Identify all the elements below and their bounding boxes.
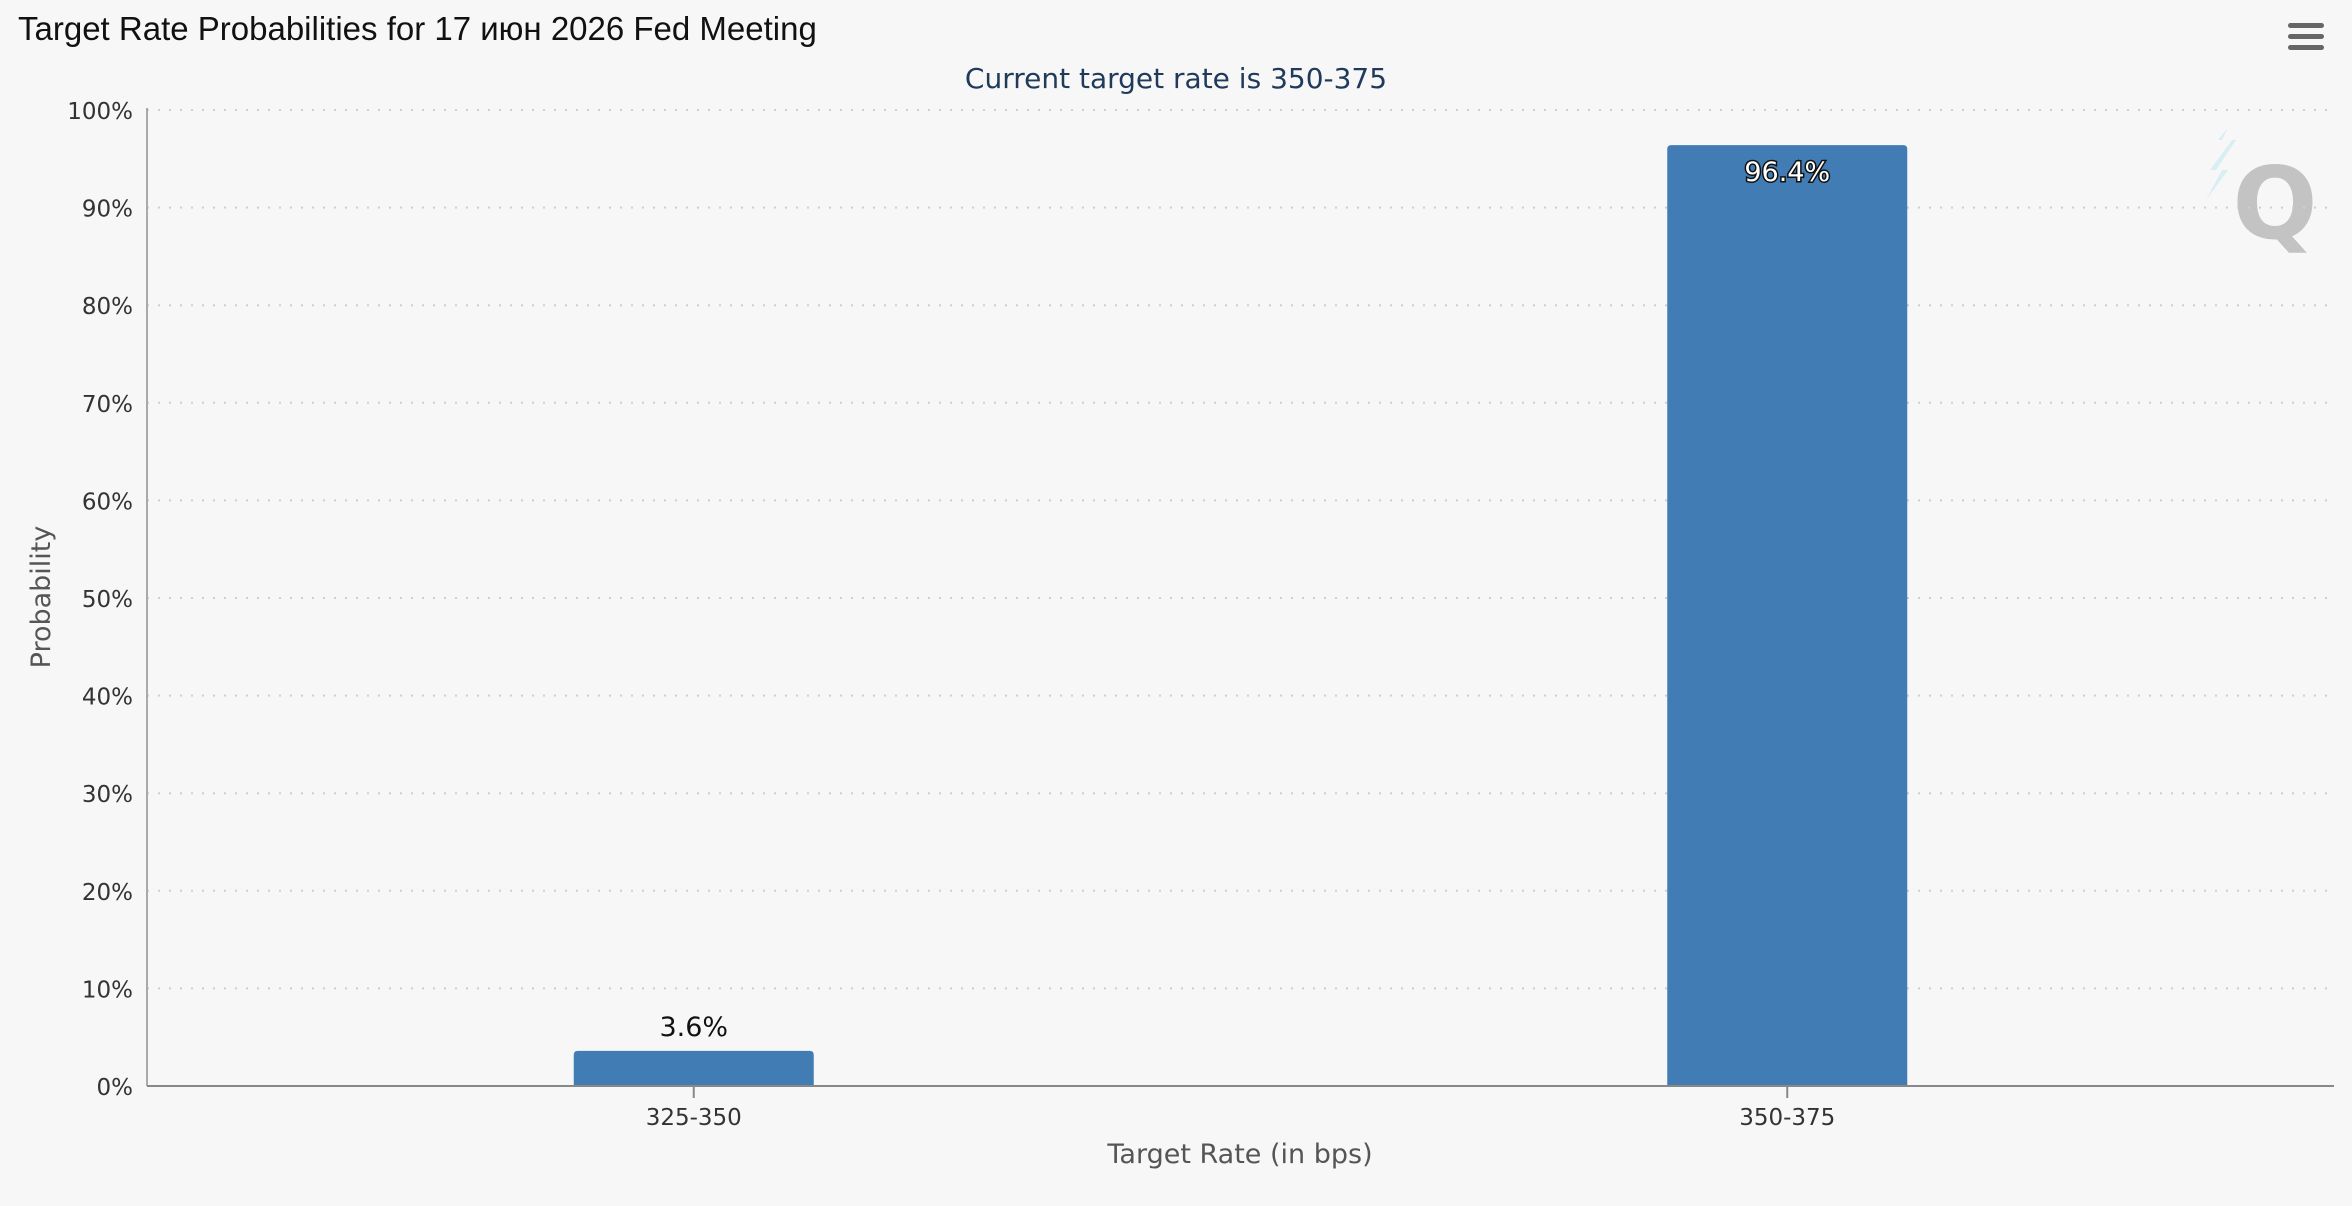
x-axis-title: Target Rate (in bps) [1106, 1139, 1372, 1170]
y-tick-label: 50% [82, 587, 133, 613]
x-tick-label: 350-375 [1739, 1105, 1835, 1131]
q-logo-icon [2206, 128, 2236, 200]
bar[interactable] [1667, 145, 1908, 1087]
hamburger-menu-icon [2288, 23, 2324, 50]
y-tick-label: 10% [82, 977, 133, 1003]
y-tick-label: 100% [67, 99, 133, 125]
chart-subtitle: Current target rate is 350-375 [965, 62, 1387, 95]
y-tick-label: 90% [82, 197, 133, 223]
y-tick-label: 80% [82, 294, 133, 320]
bar-data-label: 3.6% [659, 1012, 728, 1043]
bars: 3.6% 96.4% [573, 145, 1908, 1087]
y-tick-label: 0% [97, 1075, 134, 1101]
y-tick-label: 60% [82, 489, 133, 515]
bar[interactable] [573, 1050, 814, 1086]
y-tick-label: 30% [82, 782, 133, 808]
x-axis-ticks: 325-350 350-375 [646, 1086, 1835, 1131]
y-tick-label: 40% [82, 685, 133, 711]
hamburger-menu-button[interactable] [2280, 16, 2332, 60]
x-tick-label: 325-350 [646, 1105, 742, 1131]
bar-data-label: 96.4% [1744, 157, 1830, 188]
q-logo-letter: Q [2232, 145, 2317, 262]
y-tick-label: 20% [82, 880, 133, 906]
watermark-logo: Q [2206, 128, 2318, 262]
y-tick-label: 70% [82, 392, 133, 418]
y-axis-title: Probability [26, 526, 57, 669]
grid-lines [147, 109, 2334, 990]
y-axis-ticks: 0% 10% 20% 30% 40% 50% 60% 70% 80% 90% 100% [67, 99, 133, 1101]
page-title: Target Rate Probabilities for 17 июн 202… [18, 10, 817, 47]
